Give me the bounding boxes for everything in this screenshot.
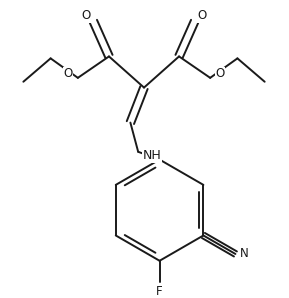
Text: O: O	[215, 67, 225, 80]
Text: F: F	[156, 285, 163, 298]
Text: N: N	[240, 247, 249, 260]
Text: O: O	[64, 67, 73, 80]
Text: O: O	[198, 9, 207, 22]
Text: O: O	[81, 9, 90, 22]
Text: NH: NH	[142, 149, 161, 162]
